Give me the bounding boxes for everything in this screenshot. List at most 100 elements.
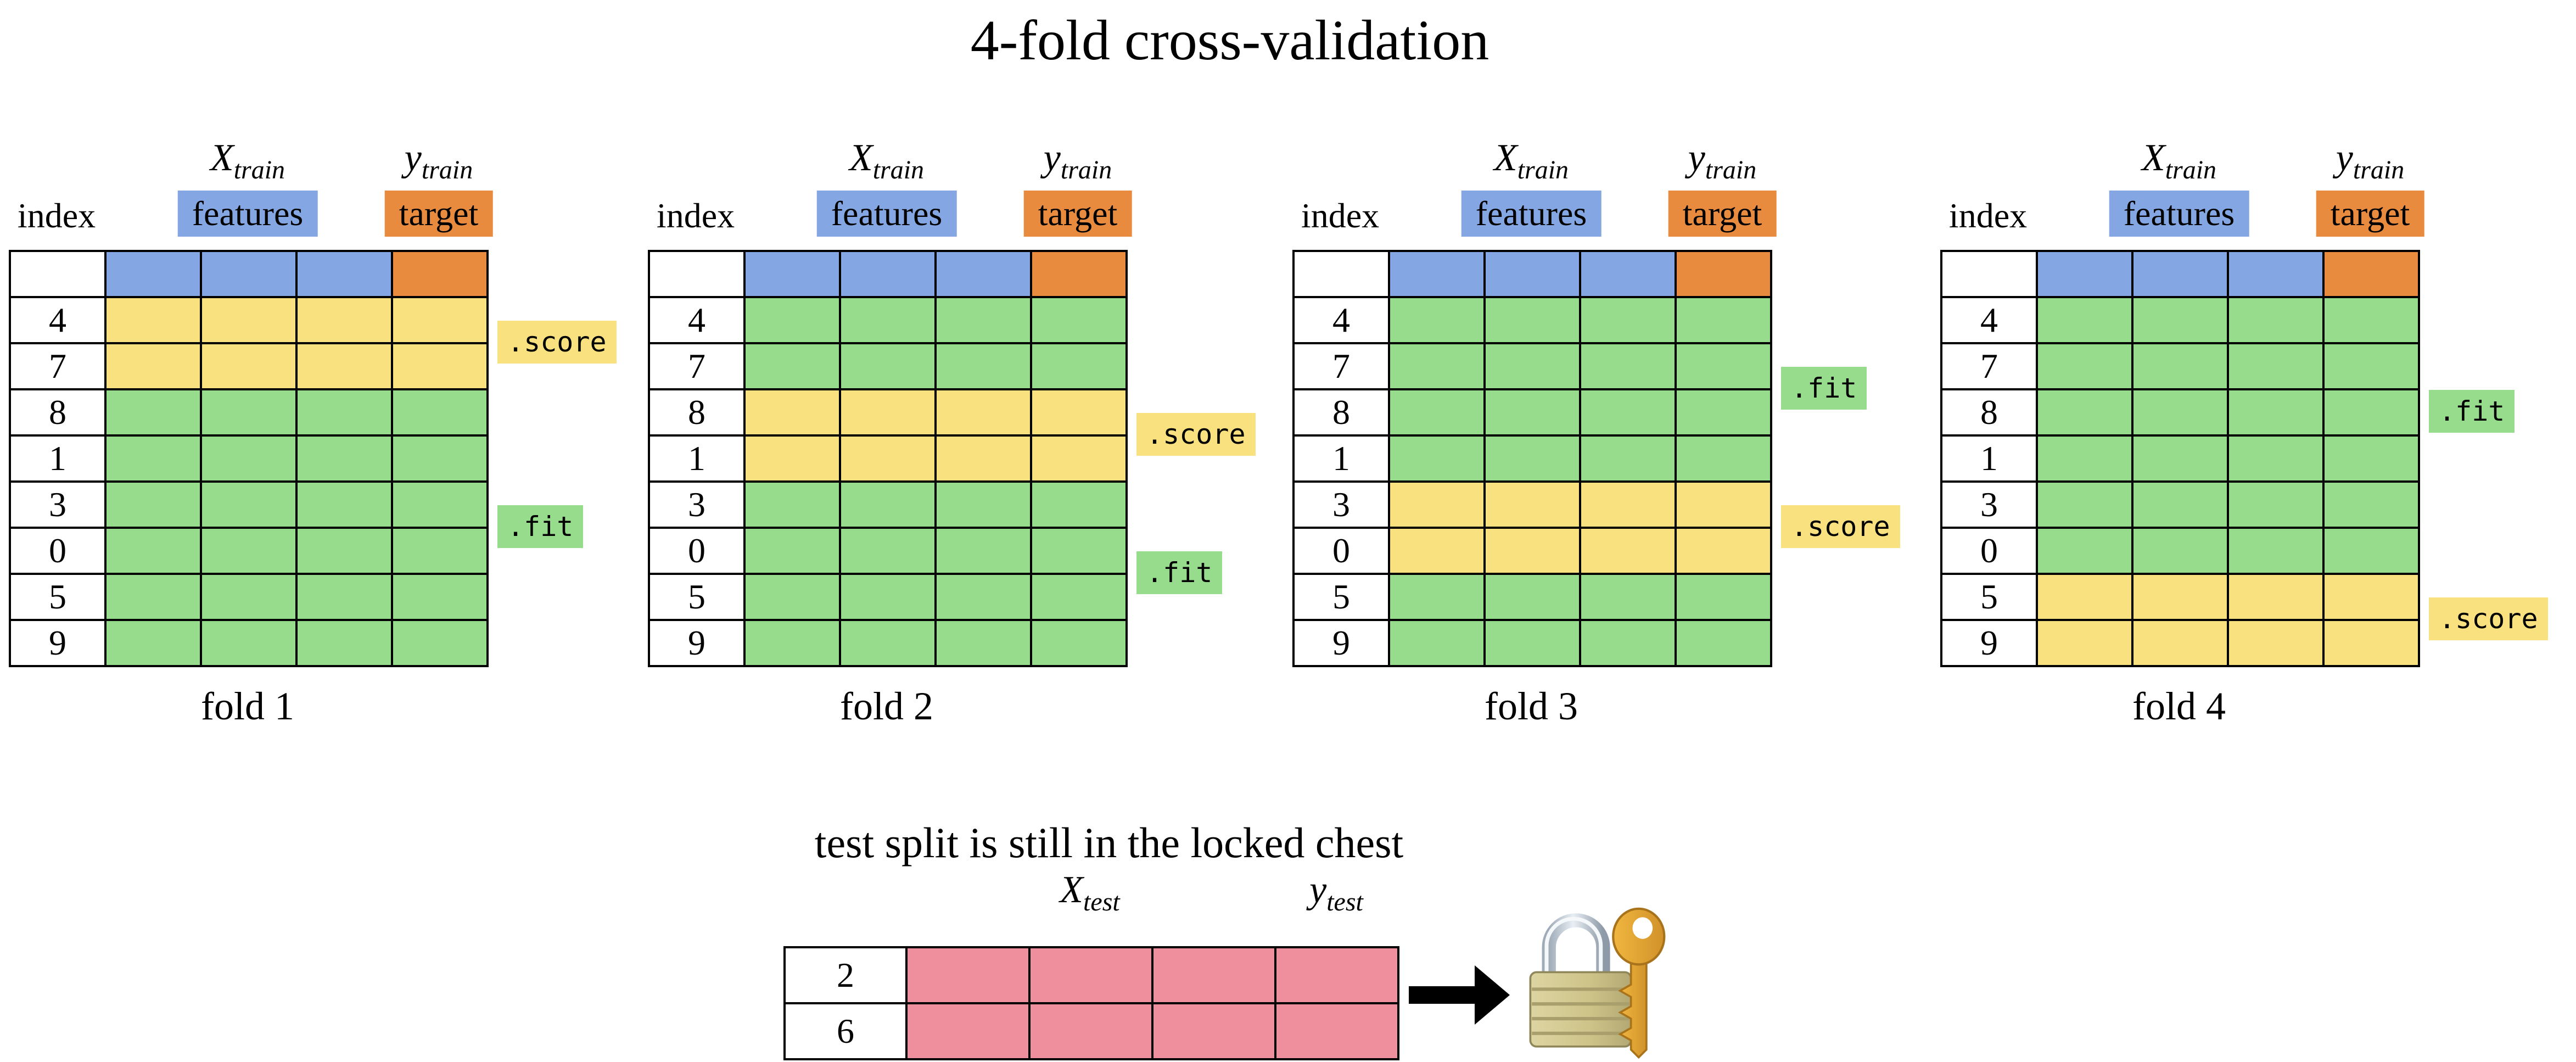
table-header-row bbox=[9, 250, 489, 298]
green-data-cell bbox=[295, 527, 393, 575]
row-index-cell: 0 bbox=[1940, 527, 2038, 575]
green-data-cell bbox=[2131, 342, 2229, 390]
green-data-cell bbox=[1030, 342, 1128, 390]
row-index-cell: 0 bbox=[648, 527, 746, 575]
score-tag: .score bbox=[497, 321, 617, 364]
green-data-cell bbox=[104, 573, 202, 621]
row-index-cell: 1 bbox=[1292, 434, 1390, 483]
table-row: 5 bbox=[9, 573, 489, 621]
target-header-cell bbox=[1030, 250, 1128, 298]
y-train-label: ytrain bbox=[404, 137, 473, 185]
feature-header-cell bbox=[1483, 250, 1581, 298]
green-data-cell bbox=[1579, 388, 1677, 437]
target-chip: target bbox=[384, 191, 493, 237]
yellow-data-cell bbox=[934, 434, 1032, 483]
green-data-cell bbox=[934, 342, 1032, 390]
row-index-cell: 8 bbox=[1292, 388, 1390, 437]
y-train-label: ytrain bbox=[1043, 137, 1112, 185]
green-data-cell bbox=[934, 296, 1032, 344]
table-row: 3 bbox=[9, 480, 489, 529]
target-header-cell bbox=[391, 250, 489, 298]
table-row: 0 bbox=[9, 527, 489, 575]
green-data-cell bbox=[1579, 296, 1677, 344]
green-data-cell bbox=[391, 527, 489, 575]
table-row: 9 bbox=[9, 619, 489, 667]
row-index-cell: 9 bbox=[1292, 619, 1390, 667]
row-index-cell: 3 bbox=[1940, 480, 2038, 529]
corner-cell bbox=[648, 250, 746, 298]
target-header-cell bbox=[1675, 250, 1772, 298]
green-data-cell bbox=[839, 480, 937, 529]
table-header-row bbox=[1292, 250, 1772, 298]
green-data-cell bbox=[2227, 342, 2325, 390]
green-data-cell bbox=[839, 619, 937, 667]
green-data-cell bbox=[1675, 434, 1772, 483]
yellow-data-cell bbox=[2131, 573, 2229, 621]
target-chip: target bbox=[1668, 191, 1777, 237]
row-index-cell: 1 bbox=[1940, 434, 2038, 483]
table-row: 7 bbox=[648, 342, 1128, 390]
feature-header-cell bbox=[1388, 250, 1486, 298]
table-row: 8 bbox=[648, 388, 1128, 437]
row-index-cell: 0 bbox=[9, 527, 107, 575]
table-row: 1 bbox=[9, 434, 489, 483]
yellow-data-cell bbox=[743, 388, 841, 437]
green-data-cell bbox=[839, 573, 937, 621]
table-row: 7 bbox=[1292, 342, 1772, 390]
green-data-cell bbox=[2131, 388, 2229, 437]
feature-header-cell bbox=[200, 250, 298, 298]
green-data-cell bbox=[295, 480, 393, 529]
score-tag: .score bbox=[1136, 413, 1256, 456]
green-data-cell bbox=[2227, 296, 2325, 344]
feature-header-cell bbox=[2131, 250, 2229, 298]
row-index-cell: 6 bbox=[783, 1002, 908, 1060]
table-row: 5 bbox=[648, 573, 1128, 621]
target-chip: target bbox=[1023, 191, 1132, 237]
feature-header-cell bbox=[743, 250, 841, 298]
green-data-cell bbox=[104, 434, 202, 483]
green-data-cell bbox=[2322, 388, 2420, 437]
green-data-cell bbox=[1675, 619, 1772, 667]
green-data-cell bbox=[2227, 434, 2325, 483]
yellow-data-cell bbox=[1030, 388, 1128, 437]
green-data-cell bbox=[1675, 388, 1772, 437]
green-data-cell bbox=[2036, 527, 2133, 575]
green-data-cell bbox=[743, 342, 841, 390]
test-data-cell bbox=[1151, 1002, 1276, 1060]
row-index-cell: 8 bbox=[1940, 388, 2038, 437]
row-index-cell: 1 bbox=[9, 434, 107, 483]
green-data-cell bbox=[2131, 527, 2229, 575]
row-index-cell: 5 bbox=[9, 573, 107, 621]
fold-caption: fold 4 bbox=[2132, 684, 2226, 728]
table-row: 4 bbox=[9, 296, 489, 344]
green-data-cell bbox=[391, 434, 489, 483]
corner-cell bbox=[9, 250, 107, 298]
test-data-cell bbox=[1028, 946, 1153, 1004]
table-row: 1 bbox=[648, 434, 1128, 483]
green-data-cell bbox=[1030, 573, 1128, 621]
green-data-cell bbox=[2322, 296, 2420, 344]
green-data-cell bbox=[2227, 388, 2325, 437]
green-data-cell bbox=[104, 480, 202, 529]
green-data-cell bbox=[1579, 342, 1677, 390]
green-data-cell bbox=[2036, 434, 2133, 483]
green-data-cell bbox=[391, 573, 489, 621]
yellow-data-cell bbox=[200, 296, 298, 344]
green-data-cell bbox=[200, 619, 298, 667]
yellow-data-cell bbox=[295, 342, 393, 390]
table-row: 8 bbox=[1292, 388, 1772, 437]
yellow-data-cell bbox=[2131, 619, 2229, 667]
green-data-cell bbox=[2322, 434, 2420, 483]
green-data-cell bbox=[200, 527, 298, 575]
green-data-cell bbox=[200, 388, 298, 437]
green-data-cell bbox=[1483, 434, 1581, 483]
green-data-cell bbox=[1483, 619, 1581, 667]
green-data-cell bbox=[1030, 480, 1128, 529]
green-data-cell bbox=[2036, 296, 2133, 344]
yellow-data-cell bbox=[1483, 527, 1581, 575]
table-row: 8 bbox=[1940, 388, 2420, 437]
